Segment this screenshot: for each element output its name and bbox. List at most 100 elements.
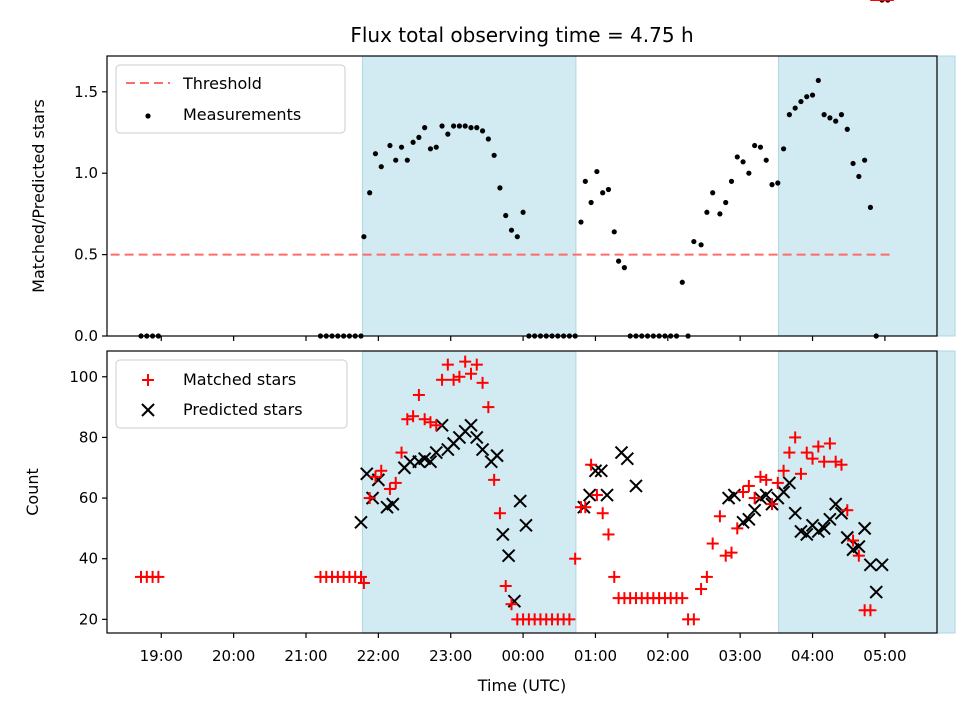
matched-star-point — [412, 388, 425, 401]
measurement-point — [752, 142, 758, 149]
observing-windows-bottom — [361, 350, 956, 634]
measurement-point — [520, 209, 526, 215]
measurement-point — [698, 242, 704, 248]
measurement-point — [514, 234, 520, 240]
measurement-point — [856, 173, 862, 180]
ratio-y-axis-label: Matched/Predicted stars — [29, 99, 48, 293]
measurement-point — [451, 123, 457, 129]
x-tick-label: 22:00 — [357, 647, 400, 665]
matched-star-point — [676, 592, 689, 605]
x-tick-label: 00:00 — [501, 647, 544, 665]
matched-star-point — [369, 470, 382, 483]
matched-star-point — [760, 473, 773, 486]
predicted-star-point — [464, 418, 478, 432]
matched-star-point — [794, 467, 807, 480]
predicted-star-point — [620, 451, 634, 466]
measurement-point — [479, 128, 486, 134]
measurement-point — [717, 211, 723, 217]
matched-star-point — [354, 570, 367, 583]
matched-star-point — [363, 492, 376, 505]
matched-star-point — [789, 431, 802, 444]
x-tick-label: 20:00 — [212, 647, 255, 665]
measurement-point — [827, 115, 833, 121]
matched-legend-label: Matched stars — [183, 370, 296, 389]
predicted-star-point — [475, 442, 490, 457]
matched-star-point — [835, 458, 848, 471]
measurement-point — [769, 182, 775, 188]
measurement-point — [398, 144, 405, 150]
matched-star-point — [852, 549, 865, 562]
measurement-point — [468, 125, 474, 131]
predicted-star-point — [869, 585, 883, 599]
predicted-star-point — [857, 521, 872, 536]
measurement-point — [372, 151, 379, 157]
matched-star-point — [499, 580, 512, 592]
ratio-legend: Threshold Measurements — [115, 64, 346, 134]
predicted-star-point — [817, 521, 831, 536]
predicted-star-point — [501, 548, 516, 563]
matched-star-point — [608, 570, 621, 583]
matched-star-point — [441, 358, 454, 371]
x-axis-label: Time (UTC) — [477, 676, 566, 695]
matched-star-point — [395, 446, 408, 459]
measurement-point — [508, 227, 515, 233]
x-tick-label: 02:00 — [646, 647, 689, 665]
measurement-point — [588, 199, 594, 206]
measurement-point — [775, 180, 781, 186]
matched-star-point — [864, 604, 877, 617]
measurement-point — [600, 190, 606, 196]
matched-star-point — [706, 537, 719, 550]
matched-star-point — [464, 367, 477, 380]
measurement-point — [378, 164, 384, 170]
observing-window-1 — [361, 350, 577, 634]
count-legend-box — [115, 359, 348, 429]
predicted-star-point — [629, 479, 643, 493]
predicted-star-point — [470, 430, 484, 445]
predicted-star-point — [823, 512, 837, 526]
matched-star-point — [453, 370, 466, 383]
measurement-point — [710, 190, 716, 196]
measurement-point — [474, 125, 480, 131]
predicted-star-point — [519, 518, 533, 533]
x-tick-label: 23:00 — [429, 647, 472, 665]
matched-star-point — [563, 613, 576, 626]
measurement-point — [361, 234, 367, 240]
matched-star-point — [812, 440, 825, 453]
measurement-point — [757, 144, 764, 150]
ratio-y-axis: 0.0 0.5 1.0 1.5 — [74, 83, 107, 345]
matched-star-point — [777, 464, 790, 477]
matched-star-point — [493, 507, 506, 520]
predicted-star-point — [800, 527, 814, 542]
measurement-point — [578, 219, 584, 225]
measurement-point — [582, 178, 588, 184]
matched-star-point — [488, 473, 501, 486]
predicted-star-point — [513, 494, 527, 508]
y-tick-label: 60 — [79, 489, 98, 507]
count-panel-frame — [106, 350, 938, 634]
matched-star-point — [505, 598, 518, 611]
count-x-axis: 19:00 20:00 21:00 22:00 23:00 00:00 01:00 02:00… — [140, 633, 907, 665]
measurement-point — [445, 131, 451, 137]
measurement-point — [416, 134, 422, 140]
matched-star-point — [847, 534, 860, 547]
measurement-point — [704, 209, 710, 215]
ratio-panel-frame — [106, 55, 938, 337]
count-panel: 20 40 60 80 100 19:00 20:00 21:00 22:00 23:00 00:… — [23, 0, 956, 695]
measurement-point — [734, 154, 740, 160]
predicted-star-point — [600, 488, 614, 502]
matched-star-point — [602, 528, 615, 541]
matched-star-point — [152, 570, 165, 583]
threshold-legend-label: Threshold — [182, 74, 262, 93]
matched-star-point — [731, 522, 744, 535]
matched-star-point — [687, 613, 700, 626]
measurements-legend-label: Measurements — [183, 105, 301, 124]
predicted-star-point — [759, 488, 773, 502]
y-tick-label: 1.5 — [74, 83, 98, 101]
measurement-point — [422, 125, 428, 131]
matched-star-point — [771, 476, 784, 489]
predicted-star-point — [429, 445, 443, 460]
measurement-point — [456, 123, 463, 129]
matched-star-point — [713, 510, 726, 523]
y-tick-label: 1.0 — [74, 164, 98, 182]
y-tick-label: 0.0 — [74, 327, 98, 345]
